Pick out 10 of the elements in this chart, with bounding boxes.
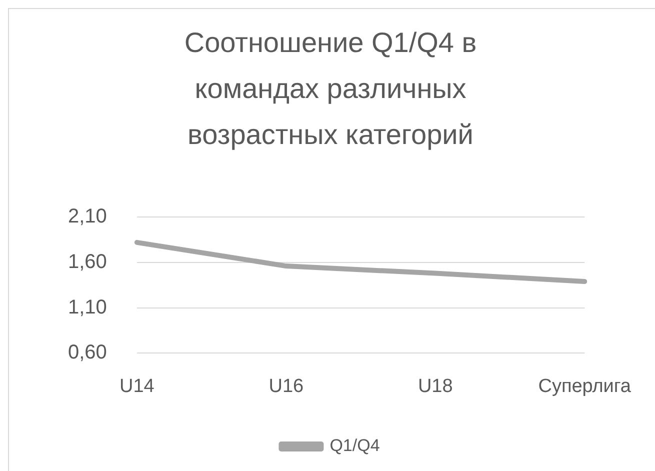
legend-label: Q1/Q4 (330, 436, 380, 456)
x-tick-label: U14 (119, 376, 155, 397)
y-tick-label: 0,60 (68, 342, 107, 364)
x-tick-label: U18 (418, 376, 453, 397)
x-tick-label: Суперлига (538, 376, 632, 397)
y-tick-label: 1,60 (68, 250, 107, 273)
chart-title: Соотношение Q1/Q4 в командах различных возрастных категорий (183, 26, 478, 152)
x-tick-label: U16 (268, 376, 304, 397)
y-tick-label: 2,10 (68, 206, 107, 228)
y-tick-label: 1,10 (68, 296, 107, 318)
